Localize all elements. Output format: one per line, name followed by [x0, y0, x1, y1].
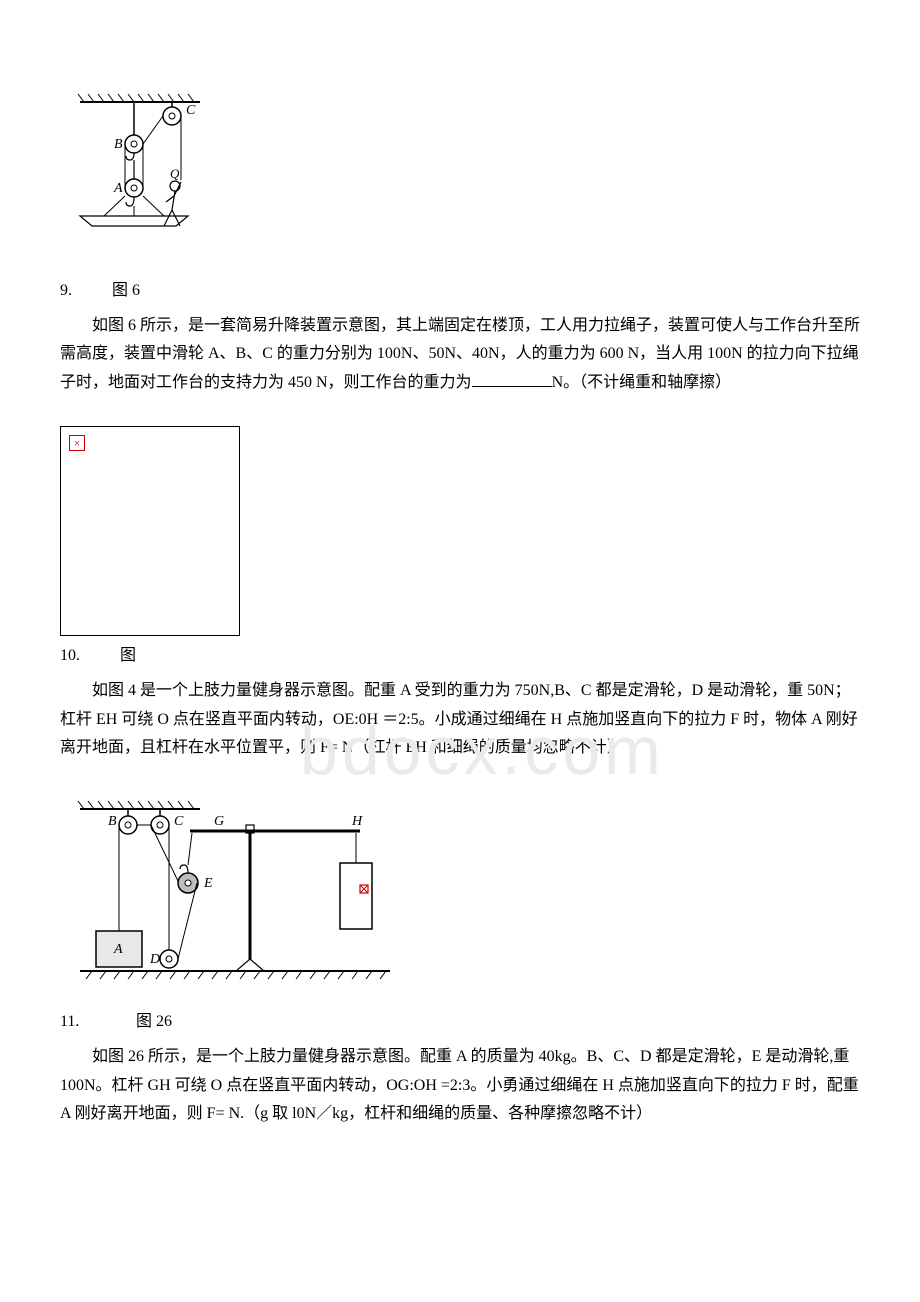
problem-10-figure-row: ×: [60, 426, 860, 636]
label-b: B: [114, 137, 123, 152]
label-d: D: [149, 952, 160, 967]
label-c2: C: [174, 814, 184, 829]
problem-11: B C A D: [60, 791, 860, 1129]
broken-image-icon: ×: [69, 435, 85, 451]
label-b2: B: [108, 814, 117, 829]
problem-10-number-row: 10. 图: [60, 642, 860, 671]
problem-11-diagram-container: B C A D: [60, 791, 400, 1002]
problem-10: × 10. 图 如图 4 是一个上肢力量健身器示意图。配重 A 受到的重力为 7…: [60, 426, 860, 763]
problem-9-figure-label: 图 6: [112, 282, 140, 299]
problem-10-missing-image: ×: [60, 426, 240, 636]
problem-10-figure-label: 图: [120, 647, 136, 664]
problem-9-figure-row: C B A: [60, 90, 860, 271]
problem-11-number: 11.: [60, 1008, 88, 1037]
problem-11-figure-row: B C A D: [60, 791, 860, 1002]
problem-11-figure-label: 图 26: [136, 1013, 172, 1030]
svg-text:Q: Q: [170, 166, 180, 181]
problem-9: C B A: [60, 90, 860, 398]
problem-9-text: 如图 6 所示，是一套简易升降装置示意图，其上端固定在楼顶，工人用力拉绳子，装置…: [60, 312, 860, 398]
problem-10-number: 10.: [60, 642, 88, 671]
label-a: A: [113, 181, 123, 196]
label-e: E: [203, 876, 213, 891]
problem-10-text: 如图 4 是一个上肢力量健身器示意图。配重 A 受到的重力为 750N,B、C …: [60, 677, 860, 763]
label-g: G: [214, 814, 224, 829]
label-h: H: [351, 814, 363, 829]
problem-9-diagram-container: C B A: [60, 90, 220, 271]
label-a2: A: [113, 942, 123, 957]
problem-11-text: 如图 26 所示，是一个上肢力量健身器示意图。配重 A 的质量为 40kg。B、…: [60, 1043, 860, 1129]
label-c: C: [186, 103, 196, 118]
problem-9-diagram: C B A: [60, 90, 220, 260]
problem-11-diagram: B C A D: [60, 791, 400, 991]
problem-11-number-row: 11. 图 26: [60, 1008, 860, 1037]
problem-9-number: 9.: [60, 277, 88, 306]
problem-9-number-row: 9. 图 6: [60, 277, 860, 306]
blank-9: [472, 371, 552, 387]
